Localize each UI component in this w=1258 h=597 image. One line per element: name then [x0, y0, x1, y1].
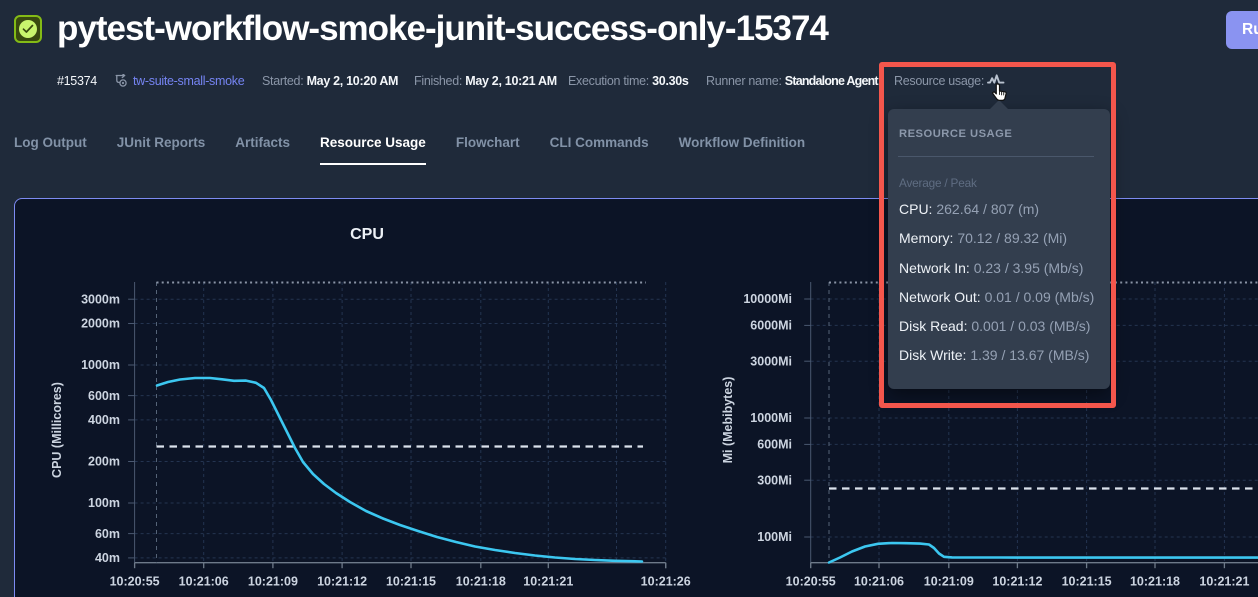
svg-text:1000Mi: 1000Mi: [750, 411, 792, 425]
svg-text:10:21:06: 10:21:06: [179, 575, 229, 589]
svg-text:10:21:12: 10:21:12: [992, 575, 1042, 589]
svg-text:10:20:55: 10:20:55: [110, 575, 160, 589]
svg-text:400m: 400m: [88, 413, 120, 427]
svg-text:CPU (Millicores): CPU (Millicores): [50, 382, 64, 478]
svg-text:10:21:06: 10:21:06: [854, 575, 904, 589]
svg-text:10:21:15: 10:21:15: [1062, 575, 1112, 589]
svg-text:6000Mi: 6000Mi: [750, 319, 792, 333]
svg-text:60m: 60m: [95, 527, 120, 541]
svg-text:10:21:15: 10:21:15: [386, 575, 436, 589]
svg-text:10:21:18: 10:21:18: [1130, 575, 1180, 589]
svg-text:100Mi: 100Mi: [757, 530, 792, 544]
svg-text:10:21:12: 10:21:12: [317, 575, 367, 589]
svg-text:Mi (Mebibytes): Mi (Mebibytes): [721, 377, 735, 464]
svg-text:600Mi: 600Mi: [757, 438, 792, 452]
svg-text:10000Mi: 10000Mi: [743, 292, 792, 306]
svg-text:CPU: CPU: [350, 226, 384, 243]
svg-text:40m: 40m: [95, 551, 120, 565]
svg-text:100m: 100m: [88, 496, 120, 510]
svg-text:300Mi: 300Mi: [757, 473, 792, 487]
svg-text:10:21:09: 10:21:09: [924, 575, 974, 589]
svg-text:10:21:21: 10:21:21: [1199, 575, 1249, 589]
svg-text:10:20:55: 10:20:55: [786, 575, 836, 589]
svg-text:3000m: 3000m: [81, 292, 120, 306]
svg-text:600m: 600m: [88, 389, 120, 403]
svg-text:10:21:26: 10:21:26: [641, 575, 691, 589]
svg-text:10:21:18: 10:21:18: [456, 575, 506, 589]
svg-text:1000m: 1000m: [81, 358, 120, 372]
svg-text:10:21:21: 10:21:21: [523, 575, 573, 589]
svg-text:3000Mi: 3000Mi: [750, 354, 792, 368]
svg-text:200m: 200m: [88, 455, 120, 469]
svg-text:10:21:09: 10:21:09: [248, 575, 298, 589]
svg-text:2000m: 2000m: [81, 317, 120, 331]
